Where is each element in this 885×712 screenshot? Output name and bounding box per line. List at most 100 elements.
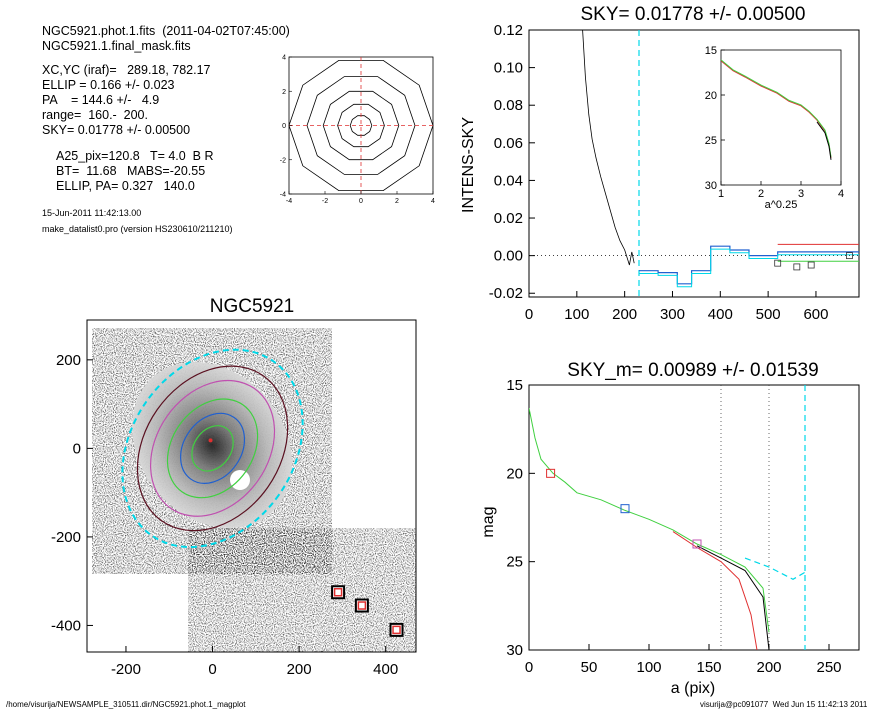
image-frame-lower bbox=[188, 528, 416, 652]
fits-filename: NGC5921.phot.1.fits (2011-04-02T07:45:00… bbox=[42, 24, 290, 38]
isophote-ellipse-5 bbox=[191, 425, 234, 472]
intens-xtick-label: 0 bbox=[525, 306, 533, 323]
mag-ytick-label: 30 bbox=[506, 642, 523, 659]
sky-step-line bbox=[639, 245, 859, 285]
skym-title: SKY_m= 0.00989 +/- 0.01539 bbox=[567, 360, 818, 381]
inset-ytick-label: 20 bbox=[705, 90, 717, 102]
contour-ytick-label: -2 bbox=[280, 157, 286, 164]
intens-ytick-label: 0.04 bbox=[494, 172, 523, 189]
isophote-ellipse-4 bbox=[180, 412, 246, 484]
sky-box-marker bbox=[774, 259, 782, 267]
inset-plot: 1 2 3 4 15 20 25 30 a^0.25 bbox=[705, 45, 844, 211]
sky-box-marker bbox=[793, 263, 801, 271]
run-date: 15-Jun-2011 11:42:13.00 bbox=[42, 208, 142, 218]
contour-level-1 bbox=[337, 103, 385, 148]
intens-xtick-label: 100 bbox=[564, 306, 589, 323]
mag-xtick-label: 100 bbox=[636, 659, 661, 676]
intens-xtick-label: 200 bbox=[612, 306, 637, 323]
galaxy-image-panel: NGC5921 -200 0 200 400 200 0 -200 -400 bbox=[51, 296, 417, 678]
image-xtick-label: 400 bbox=[373, 661, 398, 678]
galaxy-nucleus bbox=[208, 438, 213, 443]
contour-ytick-label: 2 bbox=[282, 89, 286, 96]
galaxy-body bbox=[132, 361, 292, 529]
mag-curve-cyan bbox=[744, 557, 806, 580]
intens-ytick-label: -0.02 bbox=[489, 285, 523, 302]
mag-xlabel: a (pix) bbox=[671, 680, 715, 697]
contour-xtick-label: 4 bbox=[431, 198, 435, 205]
center-coords: XC,YC (iraf)= 289.18, 782.17 bbox=[42, 63, 211, 77]
user-timestamp: visurija@pc091077 Wed Jun 15 11:42:13 20… bbox=[700, 700, 868, 709]
contour-xtick-label: 0 bbox=[359, 198, 363, 205]
masked-star-marker-inner bbox=[392, 625, 401, 635]
image-title: NGC5921 bbox=[210, 296, 295, 317]
sky-box-marker bbox=[846, 252, 853, 260]
ellip-pa: ELLIP, PA= 0.327 140.0 bbox=[56, 179, 195, 193]
inset-xtick-label: 2 bbox=[758, 188, 764, 200]
mag-xtick-label: 200 bbox=[756, 659, 781, 676]
magnitude-profile-plot: SKY_m= 0.00989 +/- 0.01539 mag a (pix) 0… bbox=[480, 360, 860, 697]
masked-star-marker-inner bbox=[357, 601, 367, 610]
image-ytick-label: 200 bbox=[56, 352, 81, 369]
inset-ytick-label: 25 bbox=[705, 135, 717, 147]
image-xtick-label: 200 bbox=[287, 661, 312, 678]
image-ytick-label: -400 bbox=[51, 617, 81, 634]
intens-ytick-label: 0.12 bbox=[494, 22, 523, 39]
fit-range: range= 160.- 200. bbox=[42, 108, 148, 122]
image-xtick-label: -200 bbox=[111, 661, 141, 678]
contour-level-2 bbox=[322, 90, 400, 161]
contour-ytick-label: 4 bbox=[282, 55, 286, 62]
contour-xtick-label: 2 bbox=[395, 198, 399, 205]
inset-xtick-label: 1 bbox=[718, 188, 724, 200]
contour-xtick-label: -2 bbox=[322, 198, 328, 205]
intens-xtick-label: 500 bbox=[756, 306, 781, 323]
image-ytick-label: -200 bbox=[51, 529, 81, 546]
mag-curve-black bbox=[696, 545, 770, 650]
foreground-star bbox=[230, 470, 250, 490]
mag-curve-red bbox=[672, 531, 758, 650]
mag-xtick-label: 250 bbox=[816, 659, 841, 676]
inset-curve-black bbox=[816, 121, 832, 160]
mag-xtick-label: 150 bbox=[696, 659, 721, 676]
a25-value: A25_pix=120.8 T= 4.0 B R bbox=[56, 149, 214, 163]
mag-box-marker bbox=[692, 539, 702, 549]
intens-ytick-label: 0.06 bbox=[494, 135, 523, 152]
mag-ytick-label: 25 bbox=[506, 554, 523, 571]
inset-ytick-label: 30 bbox=[705, 180, 717, 192]
mag-ylabel: mag bbox=[480, 506, 497, 537]
sky-value: SKY= 0.01778 +/- 0.00500 bbox=[42, 123, 191, 137]
contour-level-0 bbox=[349, 115, 373, 136]
intensity-profile-line bbox=[582, 30, 635, 266]
contour-ytick-label: 0 bbox=[282, 123, 286, 130]
position-angle: PA = 144.6 +/- 4.9 bbox=[42, 93, 160, 107]
mag-xtick-label: 50 bbox=[581, 659, 598, 676]
mag-ytick-label: 15 bbox=[506, 377, 523, 394]
inset-xlabel: a^0.25 bbox=[765, 199, 798, 211]
file-path: /home/visurija/NEWSAMPLE_310511.dir/NGC5… bbox=[6, 700, 246, 709]
ellipticity: ELLIP = 0.166 +/- 0.023 bbox=[42, 78, 175, 92]
intens-xtick-label: 600 bbox=[803, 306, 828, 323]
intens-ytick-label: 0.08 bbox=[494, 97, 523, 114]
inset-xtick-label: 3 bbox=[798, 188, 804, 200]
intens-ytick-label: 0.00 bbox=[494, 248, 523, 265]
sky-step-cyan bbox=[639, 248, 859, 288]
sky-title: SKY= 0.01778 +/- 0.00500 bbox=[580, 4, 805, 25]
inset-curve-green bbox=[721, 59, 832, 158]
inset-ytick-label: 15 bbox=[705, 45, 717, 57]
contour-xtick-label: -4 bbox=[286, 198, 292, 205]
intens-xtick-label: 400 bbox=[708, 306, 733, 323]
mag-ytick-label: 20 bbox=[506, 465, 523, 482]
intens-ylabel: INTENS-SKY bbox=[460, 117, 477, 213]
isophote-ellipse-1 bbox=[136, 365, 289, 532]
sky-box-marker bbox=[807, 261, 815, 269]
contour-ytick-label: -4 bbox=[280, 192, 286, 199]
bt-mabs: BT= 11.68 MABS=-20.55 bbox=[56, 164, 206, 178]
centroid-contour-plot: -4 -2 0 2 4 -4 -2 0 2 4 bbox=[280, 55, 435, 206]
mag-box-marker bbox=[546, 468, 556, 478]
mask-filename: NGC5921.1.final_mask.fits bbox=[42, 39, 191, 53]
isophote-ellipse-0 bbox=[121, 348, 304, 549]
inset-xtick-label: 4 bbox=[838, 188, 844, 200]
intensity-profile-plot: SKY= 0.01778 +/- 0.00500 INTENS-SKY 0 100… bbox=[460, 4, 860, 323]
masked-star-marker-inner bbox=[333, 587, 343, 597]
mag-xtick-label: 0 bbox=[525, 659, 533, 676]
